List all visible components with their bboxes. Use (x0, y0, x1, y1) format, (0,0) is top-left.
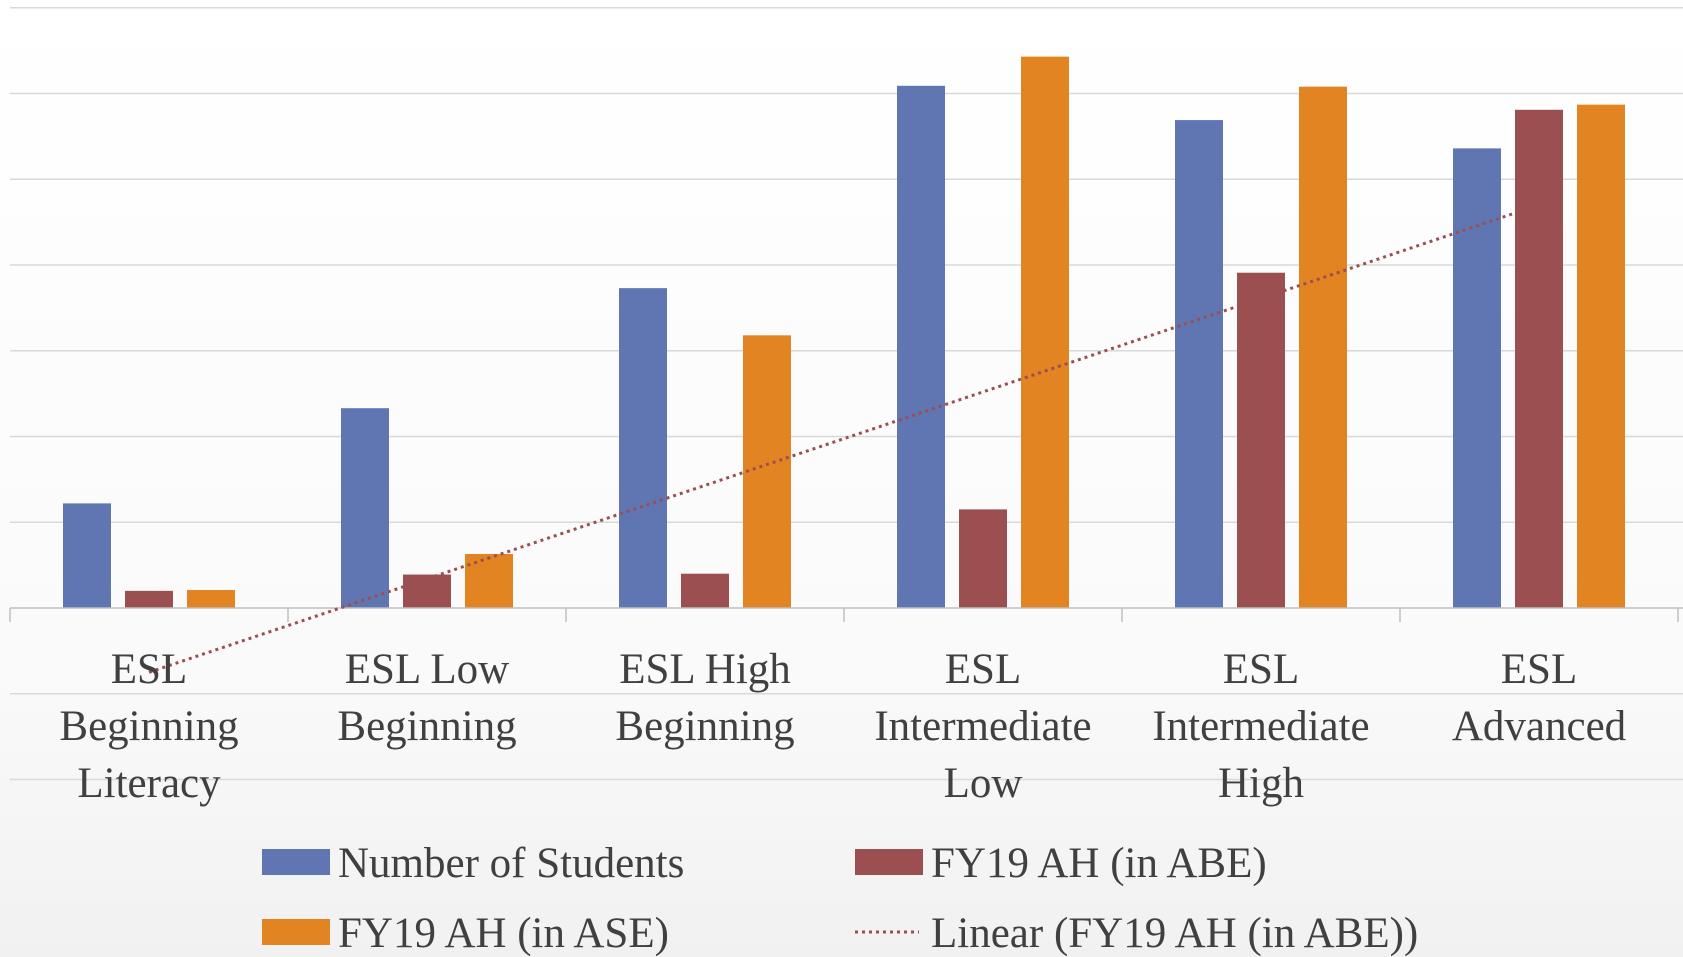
bar-fy19-ah-in-ase-4 (1021, 56, 1069, 608)
legend-swatch (855, 849, 923, 875)
bar-fy19-ah-in-abe-1 (125, 590, 173, 608)
bars (63, 56, 1625, 609)
legend-swatch (262, 849, 330, 875)
legend: Number of Students FY19 AH (in ABE) FY19 A… (262, 840, 1418, 957)
bar-fy19-ah-in-ase-6 (1577, 104, 1625, 609)
gridlines (10, 7, 1683, 781)
bar-fy19-ah-in-abe-4 (959, 509, 1007, 608)
x-tick-label: ESL Advanced (1452, 646, 1626, 750)
bar-fy19-ah-in-ase-1 (187, 589, 235, 608)
bar-fy19-ah-in-ase-5 (1299, 86, 1347, 608)
bar-number-of-students-2 (341, 408, 389, 608)
legend-label: FY19 AH (in ASE) (338, 910, 669, 957)
legend-label: FY19 AH (in ABE) (931, 840, 1267, 887)
legend-swatch (262, 919, 330, 945)
bar-fy19-ah-in-abe-6 (1515, 109, 1563, 608)
legend-label: Number of Students (338, 840, 684, 887)
x-tick-label: ESL High Beginning (615, 646, 794, 750)
x-axis (9, 607, 1683, 622)
bar-number-of-students-1 (63, 503, 111, 608)
bar-fy19-ah-in-abe-2 (403, 574, 451, 608)
x-tick-label: ESL Low Beginning (337, 646, 516, 750)
bar-fy19-ah-in-abe-5 (1237, 272, 1285, 608)
bar-number-of-students-5 (1175, 120, 1223, 609)
x-tick-label: ESL Intermediate Low (874, 646, 1091, 807)
legend-label: Linear (FY19 AH (in ABE)) (931, 910, 1418, 957)
bar-fy19-ah-in-abe-3 (681, 573, 729, 608)
x-tick-labels: ESL Beginning Literacy ESL Low Beginning ESL … (59, 646, 1626, 807)
bar-number-of-students-6 (1453, 148, 1501, 608)
x-tick-label: ESL Intermediate High (1152, 646, 1369, 807)
x-tick-label: ESL Beginning Literacy (59, 646, 238, 807)
bar-number-of-students-3 (619, 288, 667, 608)
bar-fy19-ah-in-ase-3 (743, 335, 791, 608)
bar-fy19-ah-in-ase-2 (465, 553, 513, 608)
bar-number-of-students-4 (897, 85, 945, 609)
